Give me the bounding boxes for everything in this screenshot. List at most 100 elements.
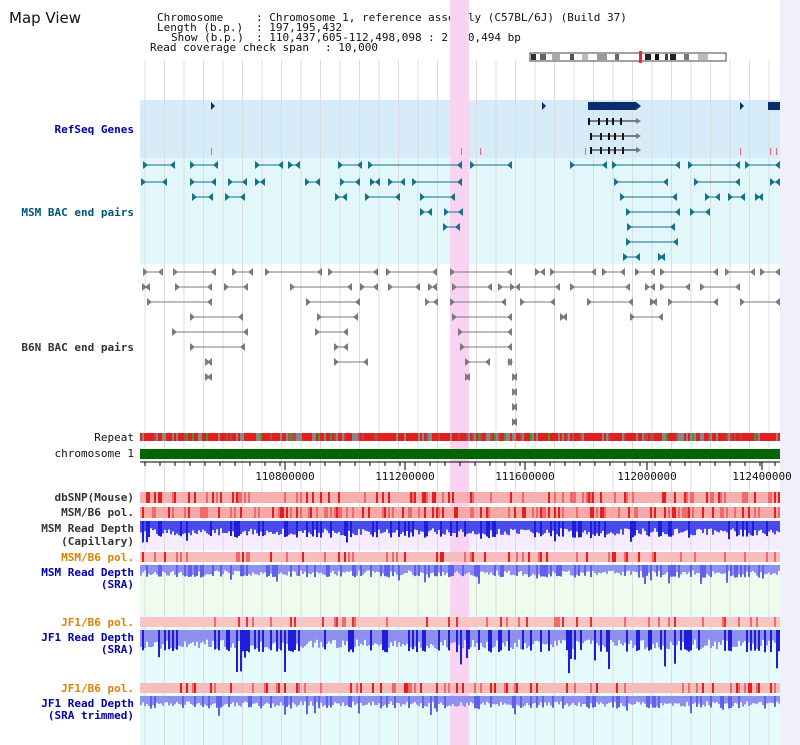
dbsnp-cell [582, 492, 584, 503]
jf1-b6-pol-2-cell [648, 683, 650, 693]
msm-bac-pair-end [355, 178, 360, 186]
msm-depth-sra-bar [688, 565, 690, 573]
msm-b6-pol-orange-cell [488, 552, 490, 562]
dbsnp-cell [142, 492, 144, 503]
jf1-b6-pol-cell [630, 617, 632, 627]
b6n-bac-pair-end [415, 283, 420, 291]
b6n-bac-track[interactable] [142, 268, 780, 426]
b6n-bac-pair-end [373, 268, 378, 276]
label-dbsnp[interactable]: dbSNP(Mouse) [54, 491, 134, 504]
dbsnp-cell [254, 492, 256, 503]
msm-b6-pol-cell [452, 507, 454, 518]
refseq-track[interactable] [211, 102, 780, 155]
dbsnp-cell [486, 492, 488, 503]
label-msm-b6-pol-orange[interactable]: MSM/B6 pol. [61, 551, 134, 564]
jf1-depth-bar [702, 630, 704, 648]
dbsnp-cell [510, 492, 512, 503]
label-msm-b6-pol[interactable]: MSM/B6 pol. [61, 506, 134, 519]
msm-bac-track[interactable] [141, 161, 780, 261]
msm-depth-sra-bar [464, 565, 466, 575]
repeat-track[interactable] [140, 433, 780, 441]
jf1-b6-pol-cell [348, 617, 350, 627]
jf1-depth-2-bar [476, 696, 478, 709]
jf1-depth-2-bar [370, 696, 372, 706]
repeat-cell [298, 433, 300, 441]
msm-b6-pol-orange-cell [374, 552, 376, 562]
jf1-b6-pol-cell [268, 617, 270, 627]
jf1-depth-2-bar [668, 696, 670, 704]
msm-depth-sra-bar [458, 565, 460, 574]
label-jf1-b6-pol-1[interactable]: JF1/B6 pol. [61, 616, 134, 629]
label-refseq-genes[interactable]: RefSeq Genes [54, 123, 134, 136]
msm-depth-cap-bar [362, 521, 364, 530]
repeat-cell [770, 433, 772, 441]
jf1-depth-bar [634, 630, 636, 646]
label-msm-depth-sra-1[interactable]: MSM Read Depth [41, 566, 134, 579]
repeat-cell [466, 433, 468, 441]
jf1-depth-bar [566, 630, 568, 651]
repeat-cell [640, 433, 642, 441]
msm-b6-pol-orange-cell [744, 552, 746, 562]
msm-b6-pol-cell [588, 507, 590, 518]
jf1-b6-pol-cell [562, 617, 564, 627]
jf1-b6-pol-2-cell [156, 683, 158, 693]
msm-b6-pol-cell [604, 507, 606, 518]
jf1-b6-pol-cell [778, 617, 780, 627]
msm-b6-pol-orange-cell [246, 552, 248, 562]
msm-b6-pol-cell [258, 507, 260, 518]
jf1-depth-2-bar [656, 696, 658, 707]
ideogram-band [540, 54, 546, 60]
msm-b6-pol-cell [496, 507, 498, 518]
msm-b6-pol-orange-cell [746, 552, 748, 562]
dbsnp-cell [578, 492, 580, 503]
jf1-b6-pol-2-cell [678, 683, 680, 693]
label-jf1-b6-pol-2[interactable]: JF1/B6 pol. [61, 682, 134, 695]
chromosome-ideogram[interactable] [529, 51, 727, 63]
dbsnp-cell [514, 492, 516, 503]
label-jf1-depth-1[interactable]: JF1 Read Depth [41, 631, 134, 644]
repeat-cell [264, 433, 266, 441]
label-b6n-bac[interactable]: B6N BAC end pairs [21, 341, 134, 354]
read-depth-tracks[interactable] [140, 521, 780, 716]
jf1-b6-pol-2-cell [620, 683, 622, 693]
msm-depth-sra-bar [502, 565, 504, 577]
jf1-depth-2-bar [152, 696, 154, 706]
msm-depth-sra-bar [600, 565, 602, 574]
repeat-cell [716, 433, 718, 441]
msm-depth-sra-bar [148, 565, 150, 574]
msm-b6-pol-orange-cell [318, 552, 320, 562]
jf1-depth-2-bar [434, 696, 436, 709]
msm-b6-pol-cell [566, 507, 568, 518]
dbsnp-cell [202, 492, 204, 503]
jf1-depth-bar [284, 630, 286, 672]
jf1-b6-pol-2-cell [304, 683, 306, 693]
label-msm-bac[interactable]: MSM BAC end pairs [21, 206, 134, 219]
jf1-b6-pol-cell [612, 617, 614, 627]
jf1-b6-pol-2-cell [300, 683, 302, 693]
msm-depth-cap-bar [334, 521, 336, 533]
chromosome-bar[interactable] [140, 449, 780, 459]
msm-b6-pol-orange-cell [196, 552, 198, 562]
msm-depth-sra-bar [286, 565, 288, 576]
msm-b6-pol-cell [608, 507, 610, 518]
polymorphism-tracks[interactable] [140, 492, 780, 693]
msm-depth-cap-bar [278, 521, 280, 535]
msm-b6-pol-orange-cell [564, 552, 566, 562]
jf1-b6-pol-2-cell [276, 683, 278, 693]
msm-depth-sra-bar [262, 565, 264, 574]
label-msm-depth-cap-1[interactable]: MSM Read Depth [41, 522, 134, 535]
dbsnp-cell [420, 492, 422, 503]
msm-depth-sra-bar [308, 565, 310, 574]
b6n-bac-pair-end [207, 358, 212, 366]
dbsnp-cell [728, 492, 730, 503]
msm-b6-pol-orange-cell [174, 552, 176, 562]
msm-b6-pol-orange-cell [470, 552, 472, 562]
jf1-depth-bar [734, 630, 736, 647]
dbsnp-cell [326, 492, 328, 503]
dbsnp-cell [158, 492, 160, 503]
dbsnp-cell [328, 492, 330, 503]
jf1-b6-pol-2-cell [704, 683, 706, 693]
label-jf1-depth-2[interactable]: JF1 Read Depth [41, 697, 134, 710]
msm-b6-pol-cell [276, 507, 278, 518]
